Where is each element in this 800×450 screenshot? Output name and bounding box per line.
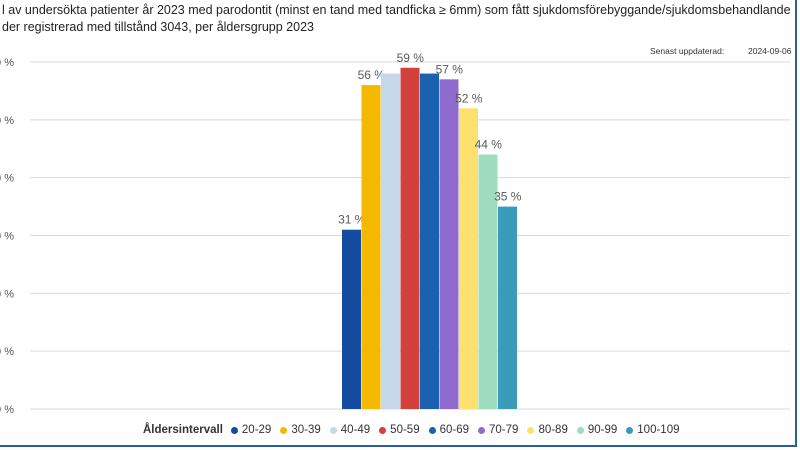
y-tick-label: 0 % <box>0 404 14 416</box>
bar-90-99[interactable] <box>478 154 498 409</box>
y-tick-label: 0 % <box>0 57 14 69</box>
legend-label: 20-29 <box>241 424 272 436</box>
legend-dot-icon <box>280 426 288 434</box>
legend-item-70-79[interactable]: 70-79 <box>478 424 518 436</box>
legend-dot-icon <box>527 426 535 434</box>
legend-dot-icon <box>428 426 436 434</box>
y-tick-label: 0 % <box>0 288 14 300</box>
legend-dot-icon <box>329 426 337 434</box>
legend-label: 70-79 <box>489 424 519 436</box>
legend-dot-icon <box>379 426 387 434</box>
legend-label: 50-59 <box>390 424 420 436</box>
bar-50-59[interactable] <box>400 67 420 410</box>
data-label-80-89: 52 % <box>455 91 483 105</box>
legend-item-60-69[interactable]: 60-69 <box>428 424 470 436</box>
legend-dot-icon <box>230 426 238 434</box>
chart-legend: Åldersintervall 20-29 30-39 40-49 50-59 60-6… <box>143 424 689 436</box>
y-tick-label: 0 % <box>0 173 14 185</box>
bar-70-79[interactable] <box>439 79 459 409</box>
bar-100-109[interactable] <box>498 206 517 409</box>
legend-item-80-89[interactable]: 80-89 <box>527 424 568 436</box>
bar-40-49[interactable] <box>381 73 400 410</box>
data-label-70-79: 57 % <box>436 62 464 76</box>
chart-title: l av undersökta patienter år 2023 med pa… <box>2 2 798 36</box>
legend-item-20-29[interactable]: 20-29 <box>230 424 272 436</box>
data-label-100-109: 35 % <box>494 190 522 204</box>
legend-label: 30-39 <box>291 424 321 436</box>
legend-label: 60-69 <box>439 424 470 436</box>
y-tick-label: 0 % <box>0 115 14 127</box>
data-label-50-59: 59 % <box>397 51 425 65</box>
data-label-30-39: 56 % <box>358 68 386 82</box>
bar-60-69[interactable] <box>420 73 439 410</box>
y-tick-label: 0 % <box>0 346 14 358</box>
legend-dot-icon <box>576 426 584 434</box>
legend-dot-icon <box>478 426 486 434</box>
legend-dot-icon <box>626 426 634 434</box>
data-label-20-29: 31 % <box>338 213 366 227</box>
legend-items: 20-29 30-39 40-49 50-59 60-69 70-79 80-89 90-99… <box>230 424 689 436</box>
legend-item-90-99[interactable]: 90-99 <box>576 424 618 436</box>
legend-item-100-109[interactable]: 100-109 <box>626 424 680 436</box>
bar-80-89[interactable] <box>459 108 478 410</box>
last-updated-date: 2024-09-06 <box>748 46 792 56</box>
legend-label: 100-109 <box>637 424 680 436</box>
chart-title-line-2: der registrerad med tillstånd 3043, per … <box>2 20 314 34</box>
legend-title: Åldersintervall <box>143 424 223 436</box>
legend-label: 80-89 <box>538 424 568 436</box>
legend-item-50-59[interactable]: 50-59 <box>379 424 420 436</box>
legend-item-30-39[interactable]: 30-39 <box>280 424 321 436</box>
data-label-90-99: 44 % <box>475 138 503 152</box>
legend-label: 90-99 <box>587 424 618 436</box>
legend-item-40-49[interactable]: 40-49 <box>329 424 371 436</box>
bar-20-29[interactable] <box>342 229 361 409</box>
last-updated-label: Senast uppdaterad: <box>650 46 725 56</box>
chart-title-line-1: l av undersökta patienter år 2023 med pa… <box>2 3 791 17</box>
bar-30-39[interactable] <box>361 85 381 409</box>
y-tick-label: 0 % <box>0 231 14 243</box>
legend-label: 40-49 <box>340 424 371 436</box>
